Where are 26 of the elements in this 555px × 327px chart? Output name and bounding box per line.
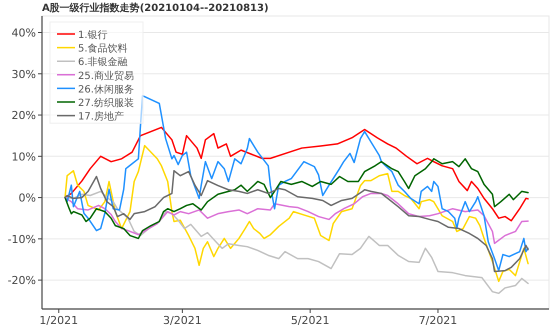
line-series <box>64 126 529 222</box>
line-series <box>64 94 529 272</box>
legend-label: 1.银行 <box>78 30 108 41</box>
y-tick-label: 10% <box>12 150 36 164</box>
x-tick-label: 3/2021 <box>163 314 202 327</box>
x-tick-label: 7/2021 <box>418 314 458 327</box>
legend-label: 6.非银金融 <box>78 56 128 68</box>
legend-label: 27.纺织服装 <box>78 97 134 109</box>
x-tick-label: 1/2021 <box>39 314 78 327</box>
line-series <box>64 190 529 294</box>
line-series <box>64 158 529 240</box>
legend-label: 25.商业贸易 <box>78 70 134 82</box>
x-tick-label: 5/2021 <box>290 314 330 327</box>
y-tick-label: -10% <box>8 232 36 246</box>
y-tick-label: 0% <box>18 192 36 205</box>
line-series <box>64 144 529 282</box>
line-series <box>64 192 529 244</box>
y-tick-label: 30% <box>12 68 36 81</box>
y-tick-label: 40% <box>12 26 36 40</box>
y-tick-label: 20% <box>12 109 36 122</box>
legend-label: 5.食品饮料 <box>78 42 128 55</box>
chart-title: A股一级行业指数走势(20210104--20210813) <box>42 2 269 14</box>
y-tick-label: -20% <box>8 274 36 288</box>
legend-label: 17.房地产 <box>78 110 124 123</box>
line-series <box>64 170 529 272</box>
legend-label: 26.休闲服务 <box>78 83 134 96</box>
